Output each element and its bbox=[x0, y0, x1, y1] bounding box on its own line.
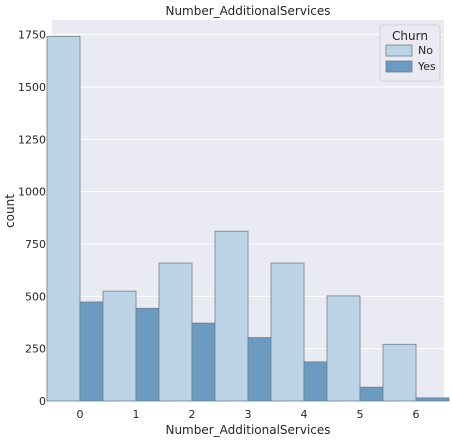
y-tick-label: 1750 bbox=[18, 29, 46, 42]
y-tick-label: 1500 bbox=[18, 81, 46, 94]
x-tick-label: 4 bbox=[301, 408, 308, 421]
x-tick-label: 6 bbox=[413, 408, 420, 421]
legend-swatch-yes bbox=[385, 60, 413, 73]
x-tick-label: 3 bbox=[245, 408, 252, 421]
x-tick-label: 0 bbox=[77, 408, 84, 421]
legend-title: Churn bbox=[392, 29, 428, 43]
legend-swatch-no bbox=[385, 44, 413, 57]
y-tick-label: 1000 bbox=[18, 186, 46, 199]
x-tick-label: 2 bbox=[189, 408, 196, 421]
bar-no-3 bbox=[214, 230, 249, 402]
y-axis-label: count bbox=[3, 194, 17, 228]
bars bbox=[46, 35, 450, 402]
y-tick-label: 500 bbox=[25, 290, 46, 303]
bar-no-4 bbox=[270, 262, 305, 402]
y-tick-label: 0 bbox=[39, 395, 46, 408]
y-axis-ticks: 0 250 500 750 1000 1250 1500 1750 bbox=[18, 29, 46, 408]
legend-label-no: No bbox=[418, 44, 433, 57]
y-tick-label: 750 bbox=[25, 238, 46, 251]
chart-title: Number_AdditionalServices bbox=[165, 4, 330, 18]
x-axis-ticks: 0 1 2 3 4 5 6 bbox=[77, 408, 420, 421]
bar-no-6 bbox=[382, 343, 417, 402]
y-tick-label: 1250 bbox=[18, 133, 46, 146]
bar-yes-6 bbox=[415, 397, 450, 402]
bar-no-0 bbox=[46, 35, 81, 402]
legend: Churn No Yes bbox=[379, 24, 441, 82]
legend-label-yes: Yes bbox=[417, 60, 436, 73]
y-tick-label: 250 bbox=[25, 343, 46, 356]
bar-no-5 bbox=[326, 295, 361, 402]
x-axis-label: Number_AdditionalServices bbox=[165, 423, 330, 437]
bar-no-1 bbox=[102, 290, 137, 402]
bar-no-2 bbox=[158, 262, 193, 402]
x-tick-label: 1 bbox=[133, 408, 140, 421]
x-tick-label: 5 bbox=[357, 408, 364, 421]
